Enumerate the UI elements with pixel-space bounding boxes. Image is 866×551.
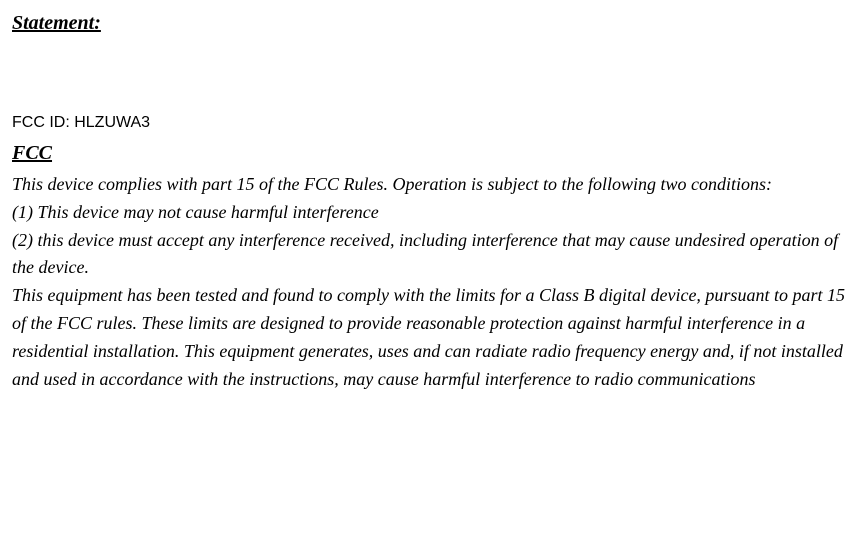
condition-1: (1) This device may not cause harmful in… bbox=[12, 199, 854, 227]
fcc-heading: FCC bbox=[12, 138, 854, 169]
statement-heading: Statement: bbox=[12, 8, 854, 39]
condition-2: (2) this device must accept any interfer… bbox=[12, 227, 854, 283]
compliance-body: This equipment has been tested and found… bbox=[12, 282, 854, 394]
compliance-intro: This device complies with part 15 of the… bbox=[12, 171, 854, 199]
fcc-id-line: FCC ID: HLZUWA3 bbox=[12, 111, 854, 136]
